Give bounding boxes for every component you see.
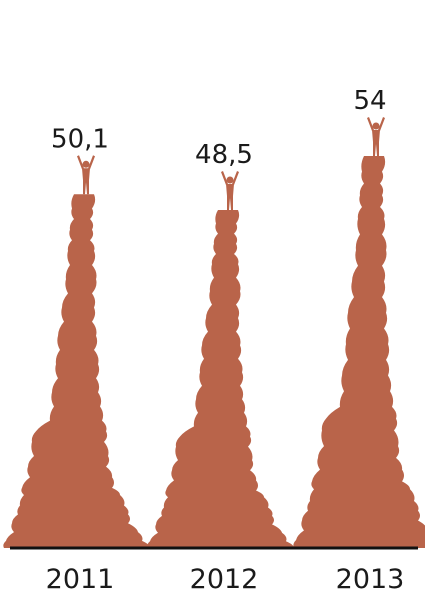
climber-icon-2013 [367, 117, 385, 156]
climber-icon-2011 [77, 155, 95, 195]
value-label-2011: 50,1 [51, 124, 109, 154]
category-label-2011: 2011 [46, 564, 115, 592]
value-labels-group: 50,1 48,5 54 [51, 86, 386, 170]
peak-bar-2012 [147, 210, 294, 548]
category-label-2013: 2013 [336, 564, 405, 592]
year-labels-group: 2011 2012 2013 [46, 564, 405, 592]
value-label-2013: 54 [353, 86, 386, 116]
climbers-group [77, 117, 385, 210]
climber-icon-2012 [221, 171, 239, 210]
category-label-2012: 2012 [190, 564, 259, 592]
peak-bar-2013 [293, 155, 425, 548]
value-label-2012: 48,5 [195, 140, 253, 170]
peak-bar-2011 [3, 194, 151, 549]
peaks-group [3, 155, 425, 549]
